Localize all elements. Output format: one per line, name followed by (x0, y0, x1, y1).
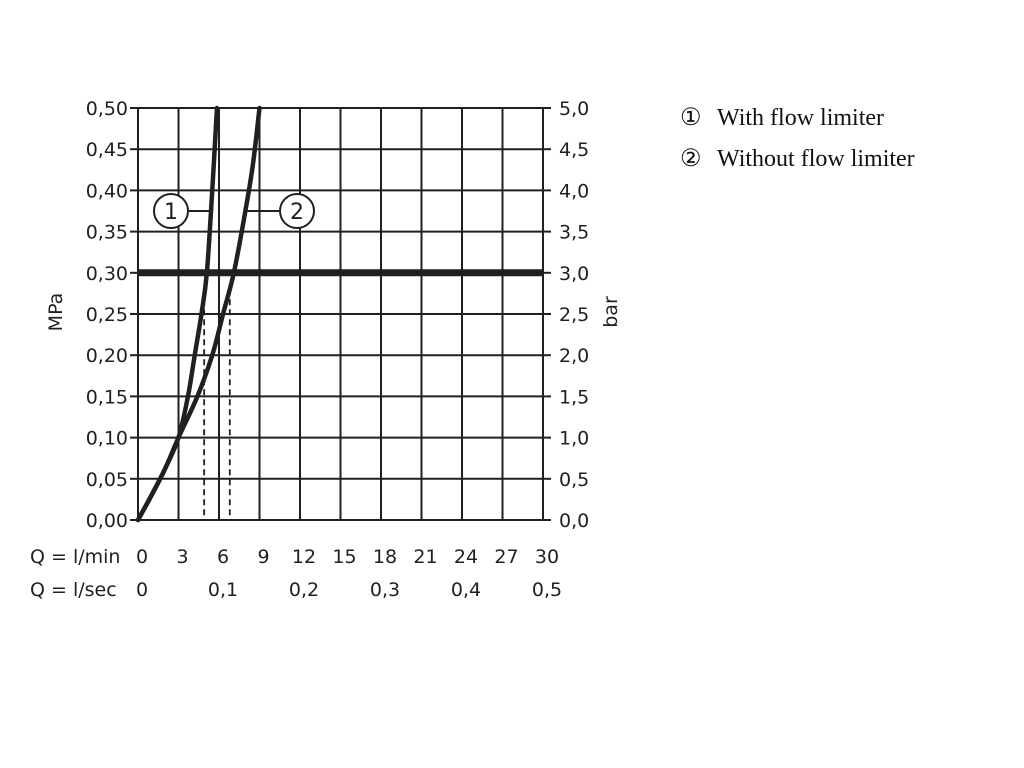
y-tick-label-1: 0,05 (86, 469, 128, 491)
x-tick-label-6: 18 (373, 546, 397, 568)
y-tick-label-2: 0,10 (86, 428, 128, 450)
y2-tick-label-7: 3,5 (559, 222, 589, 244)
x-tick-label-7: 21 (413, 546, 437, 568)
y-tick-label-9: 0,45 (86, 139, 128, 161)
x-tick-label-8: 24 (454, 546, 478, 568)
marker-label-1: 1 (164, 200, 178, 225)
y2-tick-label-4: 2,0 (559, 345, 589, 367)
y-tick-label-7: 0,35 (86, 222, 128, 244)
x2-tick-label-4: 0,4 (451, 579, 481, 601)
y2-tick-label-5: 2,5 (559, 304, 589, 326)
y-tick-label-3: 0,15 (86, 386, 128, 408)
marker-label-2: 2 (290, 200, 304, 225)
y2-tick-label-6: 3,0 (559, 263, 589, 285)
y-axis-title: MPa (45, 293, 67, 332)
grid-lines (137, 107, 544, 521)
legend-symbol-1: ① (680, 105, 702, 131)
x-tick-label-10: 30 (535, 546, 559, 568)
x-tick-label-3: 9 (257, 546, 269, 568)
x2-axis-title: Q = l/sec (30, 579, 117, 601)
series-line-2 (135, 105, 262, 523)
x-tick-label-2: 6 (217, 546, 229, 568)
y2-tick-label-10: 5,0 (559, 98, 589, 120)
x-tick-label-4: 12 (292, 546, 316, 568)
y2-axis-title: bar (600, 296, 622, 328)
x2-tick-label-3: 0,3 (370, 579, 400, 601)
x-tick-label-0: 0 (136, 546, 148, 568)
y-tick-label-0: 0,00 (86, 510, 128, 532)
x-tick-label-9: 27 (494, 546, 518, 568)
x2-tick-label-1: 0,1 (208, 579, 238, 601)
y-tick-label-5: 0,25 (86, 304, 128, 326)
y2-tick-label-0: 0,0 (559, 510, 589, 532)
legend-label-2: Without flow limiter (717, 146, 915, 172)
y-tick-label-6: 0,30 (86, 263, 128, 285)
tick-labels: 0,000,050,100,150,200,250,300,350,400,45… (86, 98, 590, 601)
y2-tick-label-9: 4,5 (559, 139, 589, 161)
legend-symbol-2: ② (680, 146, 702, 172)
x-tick-label-5: 15 (332, 546, 356, 568)
y2-tick-label-8: 4,0 (559, 180, 589, 202)
marker-circle-1 (153, 193, 189, 229)
x2-tick-label-0: 0 (136, 579, 148, 601)
x-axis-title: Q = l/min (30, 546, 120, 568)
y-tick-label-10: 0,50 (86, 98, 128, 120)
y2-tick-label-3: 1,5 (559, 386, 589, 408)
y2-tick-label-1: 0,5 (559, 469, 589, 491)
y-tick-label-8: 0,40 (86, 180, 128, 202)
x2-tick-label-2: 0,2 (289, 579, 319, 601)
series-lines (135, 105, 262, 523)
legend: ① With flow limiter ② Without flow limit… (680, 105, 915, 172)
x2-tick-label-5: 0,5 (532, 579, 562, 601)
y2-tick-label-2: 1,0 (559, 428, 589, 450)
legend-label-1: With flow limiter (717, 105, 884, 131)
y-tick-label-4: 0,20 (86, 345, 128, 367)
x-tick-label-1: 3 (176, 546, 188, 568)
marker-circle-2 (279, 193, 315, 229)
